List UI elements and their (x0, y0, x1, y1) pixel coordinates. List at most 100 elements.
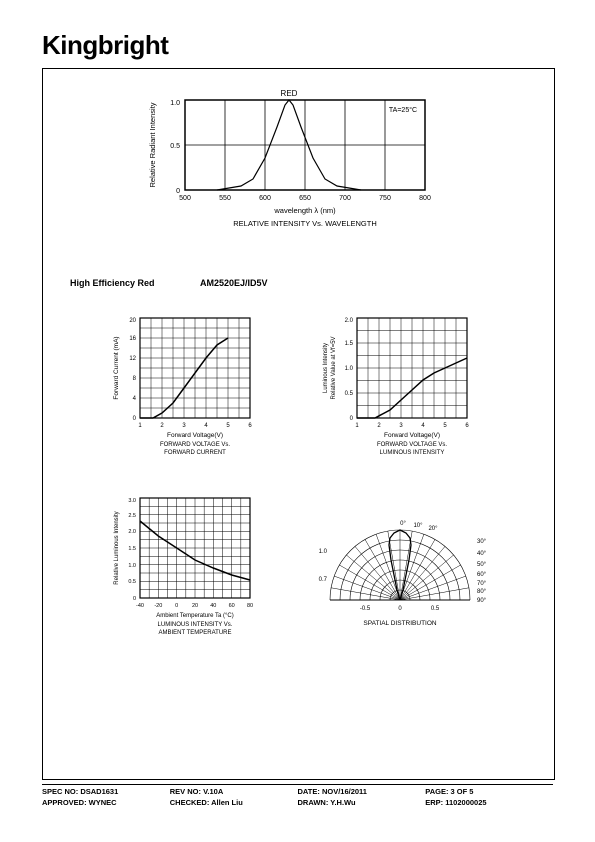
svg-text:1.0: 1.0 (319, 549, 328, 555)
svg-text:10°: 10° (413, 523, 423, 529)
chart3-svg: 1 2 3 4 5 6 0 0.5 1.0 1.5 2.0 Forward Vo… (315, 310, 490, 465)
svg-text:6: 6 (248, 423, 252, 429)
footer-checked: CHECKED: Allen Liu (170, 798, 298, 807)
svg-text:0.5: 0.5 (345, 391, 354, 397)
svg-text:0: 0 (175, 603, 178, 609)
svg-text:40: 40 (210, 603, 216, 609)
svg-text:80: 80 (247, 603, 253, 609)
svg-text:FORWARD CURRENT: FORWARD CURRENT (164, 450, 226, 456)
svg-text:700: 700 (339, 195, 351, 202)
svg-text:AMBIENT TEMPERATURE: AMBIENT TEMPERATURE (158, 630, 231, 636)
svg-text:SPATIAL DISTRIBUTION: SPATIAL DISTRIBUTION (363, 620, 437, 627)
footer-approved: APPROVED: WYNEC (42, 798, 170, 807)
svg-text:2.0: 2.0 (128, 529, 136, 535)
brand-logo: Kingbright (42, 30, 168, 61)
svg-text:1.0: 1.0 (128, 563, 136, 569)
svg-text:80°: 80° (477, 589, 487, 595)
svg-text:30°: 30° (477, 539, 487, 545)
svg-text:1: 1 (138, 423, 142, 429)
svg-text:Forward Current (mA): Forward Current (mA) (113, 336, 120, 399)
footer-row-2: APPROVED: WYNEC CHECKED: Allen Liu DRAWN… (42, 798, 553, 807)
svg-text:5: 5 (443, 423, 447, 429)
svg-text:-40: -40 (136, 603, 144, 609)
chart-spatial: 0° 10° 20° 30° 40° 50° 60° 70° 80° 90° 1… (315, 490, 505, 655)
svg-text:800: 800 (419, 195, 431, 202)
svg-text:Luminous Intensity: Luminous Intensity (323, 343, 329, 393)
svg-text:0.5: 0.5 (431, 606, 440, 612)
svg-text:650: 650 (299, 195, 311, 202)
svg-text:20: 20 (129, 318, 136, 324)
svg-text:4: 4 (204, 423, 208, 429)
svg-text:0: 0 (350, 416, 354, 422)
chart1-title: RED (281, 89, 298, 98)
svg-text:Forward Voltage(V): Forward Voltage(V) (167, 432, 223, 439)
chart-luminous-temp: -40 -20 0 20 40 60 80 0 0.5 1.0 1.5 2.0 … (105, 490, 280, 655)
svg-text:600: 600 (259, 195, 271, 202)
chart1-xlabel: wavelength λ (nm) (273, 206, 336, 215)
svg-text:4: 4 (421, 423, 425, 429)
chart1-ylabel: Relative Radiant Intensity (148, 102, 157, 187)
svg-text:6: 6 (465, 423, 469, 429)
svg-text:4: 4 (133, 396, 137, 402)
svg-text:5: 5 (226, 423, 230, 429)
svg-text:1.5: 1.5 (128, 546, 136, 552)
svg-text:FORWARD VOLTAGE Vs.: FORWARD VOLTAGE Vs. (377, 442, 447, 448)
svg-text:0°: 0° (400, 521, 406, 527)
svg-text:1.0: 1.0 (345, 366, 354, 372)
svg-text:60: 60 (229, 603, 235, 609)
svg-text:-0.5: -0.5 (360, 606, 371, 612)
svg-text:3.0: 3.0 (128, 498, 136, 504)
footer-page: PAGE: 3 OF 5 (425, 787, 553, 796)
svg-text:Relative Luminous Intensity: Relative Luminous Intensity (114, 511, 120, 584)
svg-text:0: 0 (133, 416, 137, 422)
svg-text:20: 20 (192, 603, 198, 609)
svg-text:1: 1 (355, 423, 359, 429)
svg-text:Forward Voltage(V): Forward Voltage(V) (384, 432, 440, 439)
footer-date: DATE: NOV/16/2011 (298, 787, 426, 796)
svg-text:LUMINOUS INTENSITY: LUMINOUS INTENSITY (380, 450, 445, 456)
chart5-svg: 0° 10° 20° 30° 40° 50° 60° 70° 80° 90° 1… (315, 490, 505, 650)
svg-text:-20: -20 (154, 603, 162, 609)
svg-text:500: 500 (179, 195, 191, 202)
svg-text:Relative Value at Vf=5V: Relative Value at Vf=5V (331, 336, 337, 399)
svg-text:750: 750 (379, 195, 391, 202)
chart-luminous-voltage: 1 2 3 4 5 6 0 0.5 1.0 1.5 2.0 Forward Vo… (315, 310, 490, 470)
svg-text:550: 550 (219, 195, 231, 202)
svg-text:20°: 20° (428, 526, 438, 532)
svg-text:3: 3 (399, 423, 403, 429)
section-title-1: High Efficiency Red (70, 278, 155, 288)
chart1-caption: RELATIVE INTENSITY Vs. WAVELENGTH (233, 219, 377, 228)
svg-text:FORWARD VOLTAGE Vs.: FORWARD VOLTAGE Vs. (160, 442, 230, 448)
svg-text:12: 12 (129, 356, 136, 362)
svg-text:2: 2 (160, 423, 164, 429)
svg-text:60°: 60° (477, 572, 487, 578)
svg-text:50°: 50° (477, 562, 487, 568)
svg-text:1.5: 1.5 (345, 341, 354, 347)
footer-row-1: SPEC NO: DSAD1631 REV NO: V.10A DATE: NO… (42, 787, 553, 796)
svg-text:2.5: 2.5 (128, 513, 136, 519)
footer-spec-no: SPEC NO: DSAD1631 (42, 787, 170, 796)
footer-erp: ERP: 1102000025 (425, 798, 553, 807)
svg-text:0.5: 0.5 (128, 579, 136, 585)
svg-text:LUMINOUS INTENSITY Vs.: LUMINOUS INTENSITY Vs. (158, 622, 233, 628)
chart4-svg: -40 -20 0 20 40 60 80 0 0.5 1.0 1.5 2.0 … (105, 490, 280, 650)
svg-text:Ambient Temperature Ta (°C): Ambient Temperature Ta (°C) (156, 613, 234, 619)
svg-text:2: 2 (377, 423, 381, 429)
chart-wavelength-svg: RED TA=25°C 500 550 600 650 700 750 800 … (130, 85, 450, 240)
svg-text:0: 0 (176, 188, 180, 195)
page-container: Kingbright RED TA=25°C 500 5 (0, 0, 595, 842)
svg-text:0.7: 0.7 (319, 577, 328, 583)
footer-drawn: DRAWN: Y.H.Wu (298, 798, 426, 807)
footer-rev-no: REV NO: V.10A (170, 787, 298, 796)
svg-text:40°: 40° (477, 551, 487, 557)
footer: SPEC NO: DSAD1631 REV NO: V.10A DATE: NO… (42, 784, 553, 809)
svg-text:0: 0 (133, 596, 136, 602)
chart2-svg: 1 2 3 4 5 6 0 4 8 12 16 20 Forward Volta… (105, 310, 280, 465)
chart-wavelength: RED TA=25°C 500 550 600 650 700 750 800 … (130, 85, 450, 245)
svg-text:3: 3 (182, 423, 186, 429)
svg-text:2.0: 2.0 (345, 318, 354, 324)
svg-text:70°: 70° (477, 581, 487, 587)
svg-text:90°: 90° (477, 598, 487, 604)
svg-text:0: 0 (398, 606, 402, 612)
svg-text:8: 8 (133, 376, 137, 382)
